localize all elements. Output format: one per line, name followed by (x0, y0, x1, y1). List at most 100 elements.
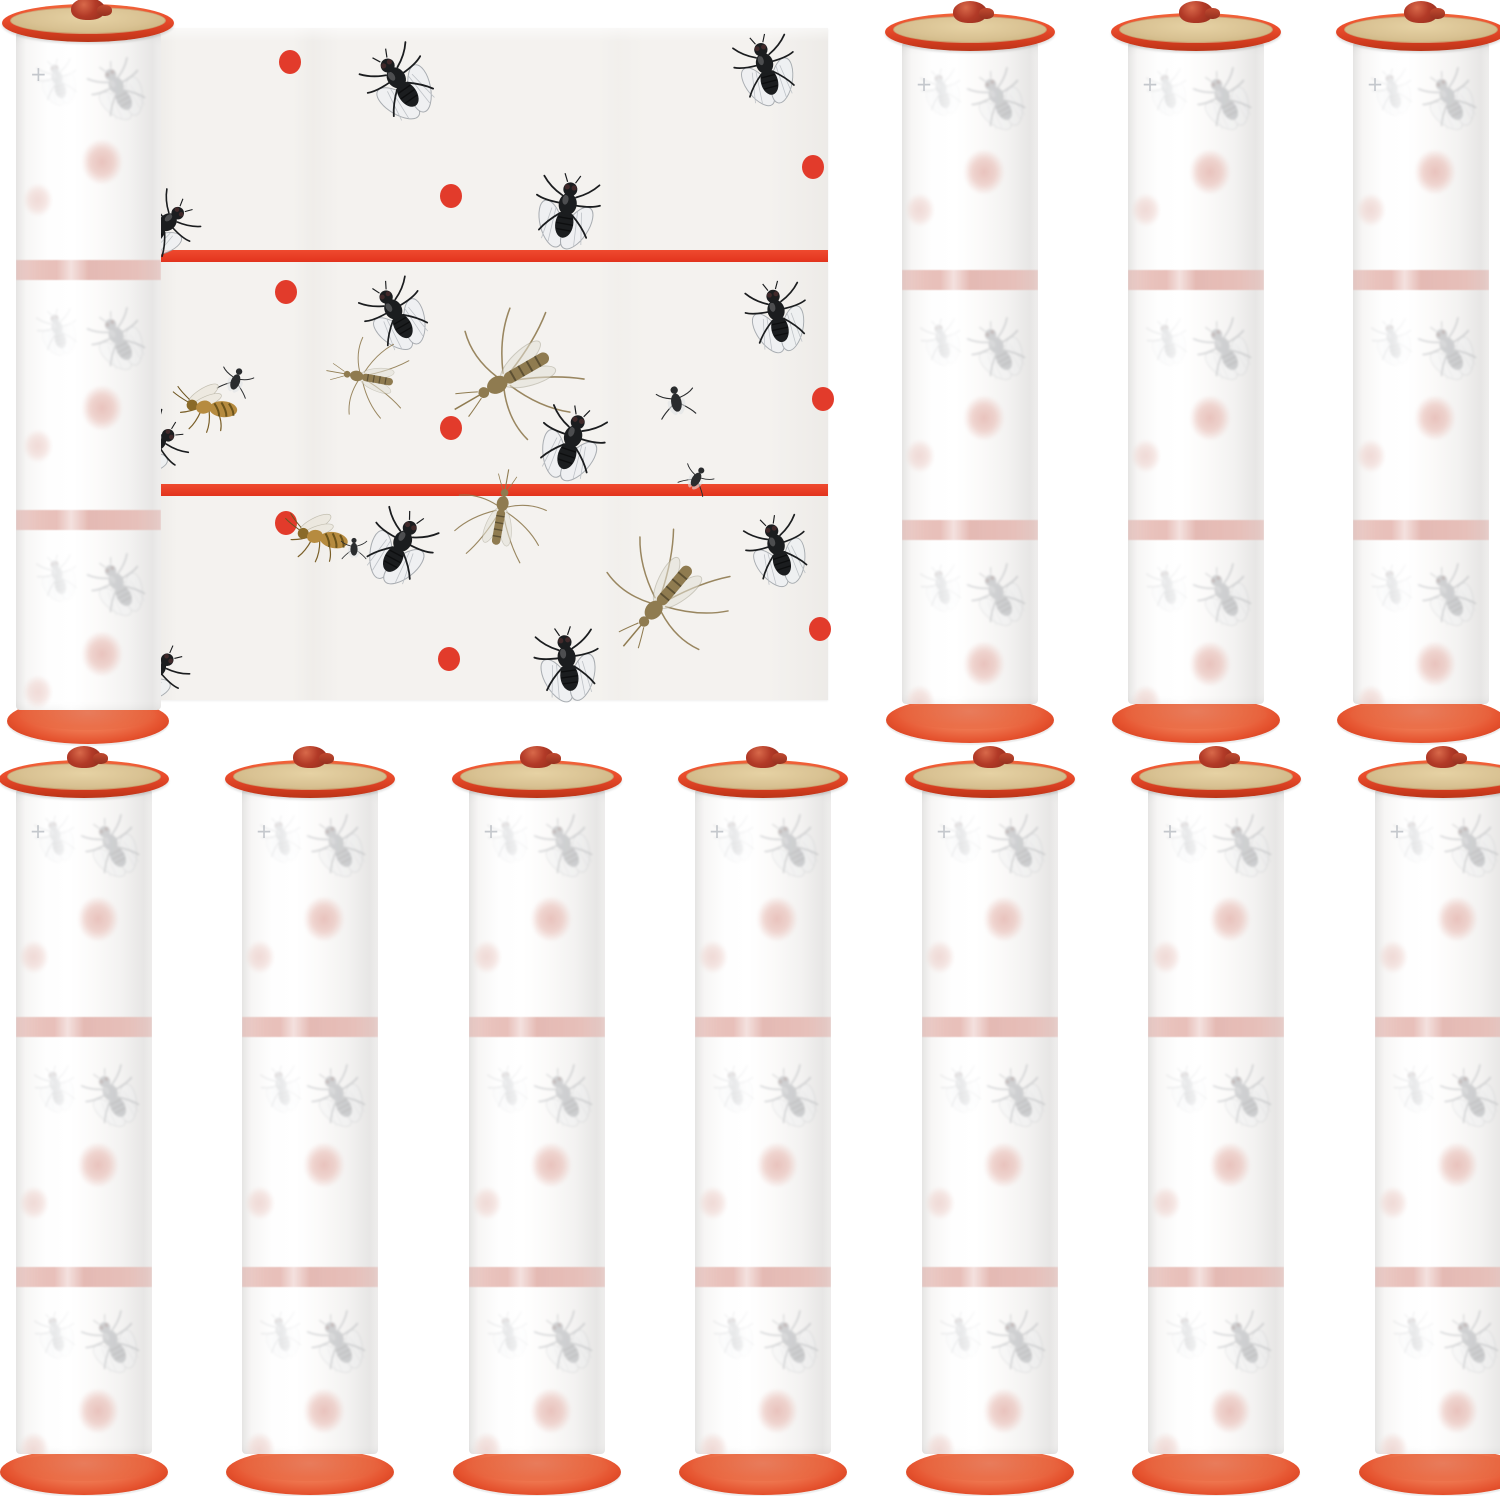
wrapped-dot-print (245, 1186, 275, 1220)
cap-hanger-knob-tab (1452, 753, 1467, 764)
roll-cap (1111, 13, 1281, 51)
sheet-red-dot (275, 511, 297, 535)
wrapped-dot-print (23, 183, 53, 217)
plus-registration-mark: + (30, 62, 47, 86)
tube-plastic-sheen (1353, 42, 1489, 704)
insect-fly (478, 1302, 541, 1372)
sheet-red-stripe (150, 484, 828, 496)
roll-cap (678, 760, 848, 798)
roll-base-disc (679, 1449, 847, 1495)
insect-fly (251, 806, 314, 876)
wrapped-dot-print (1356, 193, 1386, 227)
wrapped-dot-print (19, 1186, 49, 1220)
wrapped-dot-print (1378, 1186, 1408, 1220)
wrapped-dot-print (530, 896, 572, 942)
base-disc-shading (1350, 700, 1492, 730)
sheet-red-dot (809, 617, 831, 641)
roll-tube: + (242, 789, 378, 1454)
insect-gnat (210, 352, 263, 407)
insect-mosquito (439, 447, 562, 590)
insect-fly (747, 1296, 831, 1394)
wrapped-dot-print (81, 385, 123, 431)
cap-top-plate (232, 763, 388, 791)
insect-fly (94, 619, 206, 730)
cap-hanger-knob-tab (93, 753, 108, 764)
wrapped-dot-print (19, 940, 49, 974)
tube-plastic-sheen (15, 32, 161, 710)
roll-tube: + (695, 789, 831, 1454)
wrapped-dot-print (472, 940, 502, 974)
cap-hanger-knob (1426, 746, 1467, 768)
insect-fly (1384, 1302, 1447, 1372)
insect-fly (1362, 555, 1425, 625)
wrapped-dot-print (245, 1432, 275, 1454)
insect-fly (954, 303, 1038, 401)
insect-fly (974, 800, 1058, 898)
insect-fly (704, 806, 767, 876)
roll-tube: + (1353, 42, 1489, 704)
wrapped-dot-print (1436, 896, 1478, 942)
wrapped-dot-print (983, 896, 1025, 942)
insect-fly (911, 555, 974, 625)
roll-cap (1131, 760, 1301, 798)
base-disc-shading (19, 701, 157, 731)
cap-top-plate (892, 16, 1048, 44)
insect-fly (931, 1056, 994, 1126)
sheet-red-dot (812, 387, 834, 411)
insect-fly (974, 1050, 1058, 1148)
wrapped-dot-print (1356, 439, 1386, 473)
sheet-red-dot (438, 647, 460, 671)
wrapped-stripe-print (15, 260, 161, 280)
insect-fly (1384, 806, 1447, 876)
insect-fly (27, 299, 90, 369)
insect-fly (1200, 1050, 1284, 1148)
cap-hanger-knob-tab (97, 5, 112, 16)
insect-mosquito (559, 484, 776, 705)
wrapped-dot-print (925, 1432, 955, 1454)
wrapped-stripe-print (1375, 1267, 1500, 1287)
wrapped-stripe-print (16, 1267, 152, 1287)
insect-fly (954, 53, 1038, 151)
insect-fly (27, 49, 90, 119)
roll-base-disc (1359, 1449, 1500, 1495)
tube-plastic-sheen (922, 789, 1058, 1454)
insect-fly (68, 1050, 152, 1148)
sheet-red-dot (440, 416, 462, 440)
wrapped-dot-print (530, 1142, 572, 1188)
cap-top-plate (1365, 763, 1500, 791)
insect-fly (1427, 1296, 1500, 1394)
wrapped-dot-print (756, 896, 798, 942)
roll-cap (2, 4, 174, 42)
roll-base-disc (1112, 697, 1280, 743)
insect-mosquito (307, 324, 433, 432)
base-disc-shading (899, 700, 1041, 730)
wrapped-stripe-print (902, 520, 1038, 540)
wrapped-dot-print (303, 1142, 345, 1188)
cap-hanger-knob-tab (1205, 8, 1220, 19)
sheet-red-stripe (150, 250, 828, 262)
insect-fly (704, 1302, 767, 1372)
wrapped-dot-print (1414, 149, 1456, 195)
cap-top-plate (459, 763, 615, 791)
roll-tube: + (1148, 789, 1284, 1454)
wrapped-stripe-print (1128, 520, 1264, 540)
roll-cap (905, 760, 1075, 798)
wrapped-dot-print (905, 439, 935, 473)
wrapped-dot-print (1189, 149, 1231, 195)
insect-fly (747, 1050, 831, 1148)
cap-top-plate (9, 7, 167, 35)
insect-fly (342, 24, 463, 149)
wrapped-stripe-print (1353, 520, 1489, 540)
tube-plastic-sheen (1128, 42, 1264, 704)
insect-fly (25, 1056, 88, 1126)
wrapped-dot-print (963, 641, 1005, 687)
roll-cap (1336, 13, 1500, 51)
base-disc-shading (1125, 700, 1267, 730)
insect-gnat (670, 450, 724, 505)
roll-tube: + (16, 789, 152, 1454)
insect-fly (342, 259, 453, 376)
wrapped-dot-print (698, 1186, 728, 1220)
wrapped-dot-print (1209, 1388, 1251, 1434)
wrapped-dot-print (925, 940, 955, 974)
cap-hanger-knob-tab (1430, 8, 1445, 19)
